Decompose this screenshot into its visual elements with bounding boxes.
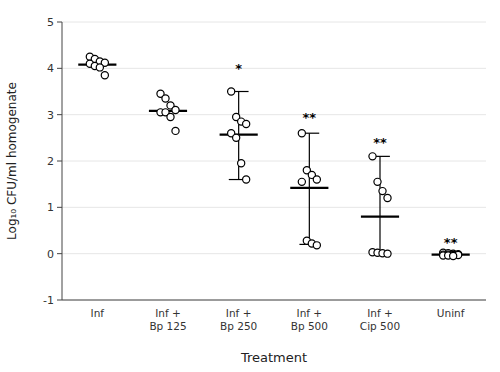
y-tick-label: 3 xyxy=(47,109,54,122)
data-point xyxy=(101,72,108,79)
x-tick-label-line: Bp 125 xyxy=(149,320,186,332)
data-point xyxy=(313,242,320,249)
sd-bar xyxy=(370,156,390,253)
data-point xyxy=(162,95,169,102)
data-point xyxy=(313,176,320,183)
data-point xyxy=(384,250,391,257)
x-tick-label: Inf +Bp 500 xyxy=(291,307,328,332)
y-tick-label: 0 xyxy=(47,248,54,261)
median-line xyxy=(361,216,399,218)
data-point xyxy=(298,130,305,137)
x-tick-label-line: Inf + xyxy=(155,307,181,319)
data-point xyxy=(374,178,381,185)
x-tick-label: Uninf xyxy=(437,307,465,319)
data-point xyxy=(167,113,174,120)
data-point xyxy=(228,88,235,95)
y-tick xyxy=(57,253,62,254)
y-tick xyxy=(57,161,62,162)
y-tick xyxy=(57,68,62,69)
x-tick-label: Inf +Bp 125 xyxy=(149,307,186,332)
y-axis-line xyxy=(62,22,63,300)
significance-label: ** xyxy=(373,135,387,150)
y-axis: -1 0 1 2 3 4 5 xyxy=(43,16,486,307)
data-point xyxy=(298,178,305,185)
x-tick-label: Inf xyxy=(91,307,105,319)
y-tick-label: -1 xyxy=(43,294,54,307)
data-point xyxy=(172,106,179,113)
data-point xyxy=(243,120,250,127)
x-tick-label-line: Bp 500 xyxy=(291,320,328,332)
y-tick xyxy=(57,114,62,115)
sd-bar-stem xyxy=(379,156,380,253)
x-tick-label: Inf +Cip 500 xyxy=(360,307,400,332)
y-tick xyxy=(57,22,62,23)
x-tick-label-line: Inf + xyxy=(226,307,252,319)
grid-line xyxy=(62,300,486,301)
data-point xyxy=(369,153,376,160)
median-line xyxy=(290,187,328,189)
x-tick-label-line: Bp 250 xyxy=(220,320,257,332)
data-point xyxy=(96,64,103,71)
x-axis-line xyxy=(62,300,486,301)
significance-label: * xyxy=(235,61,242,76)
y-axis-title: Log₁₀ CFU/ml homogenate xyxy=(5,82,19,240)
y-tick-label: 1 xyxy=(47,201,54,214)
grid-line xyxy=(62,114,486,115)
x-tick-label-line: Cip 500 xyxy=(360,320,400,332)
y-tick xyxy=(57,207,62,208)
data-point xyxy=(233,134,240,141)
x-axis-title: Treatment xyxy=(240,350,307,365)
data-point xyxy=(243,176,250,183)
grid-line xyxy=(62,161,486,162)
significance-label: ** xyxy=(303,110,317,125)
x-tick-label-line: Inf + xyxy=(297,307,323,319)
y-tick-label: 5 xyxy=(47,16,54,29)
y-tick xyxy=(57,300,62,301)
data-point xyxy=(384,194,391,201)
y-tick-label: 2 xyxy=(47,155,54,168)
data-point xyxy=(238,160,245,167)
grid-line xyxy=(62,68,486,69)
significance-label: ** xyxy=(444,235,458,250)
data-point xyxy=(172,127,179,134)
data-point xyxy=(379,188,386,195)
x-tick-label-line: Uninf xyxy=(437,307,465,319)
x-tick-label: Inf +Bp 250 xyxy=(220,307,257,332)
grid-line xyxy=(62,22,486,23)
plot-area xyxy=(78,53,469,259)
chart: -1012345InfInf +Bp 125Inf +Bp 250Inf +Bp… xyxy=(0,0,500,372)
y-tick-label: 4 xyxy=(47,62,54,75)
grid-line xyxy=(62,253,486,254)
x-tick-label-line: Inf xyxy=(91,307,105,319)
x-tick-label-line: Inf + xyxy=(367,307,393,319)
grid-line xyxy=(62,207,486,208)
data-point xyxy=(450,252,457,259)
